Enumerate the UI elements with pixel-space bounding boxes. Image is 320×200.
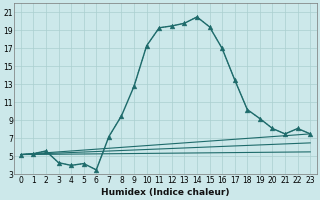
X-axis label: Humidex (Indice chaleur): Humidex (Indice chaleur) [101,188,230,197]
